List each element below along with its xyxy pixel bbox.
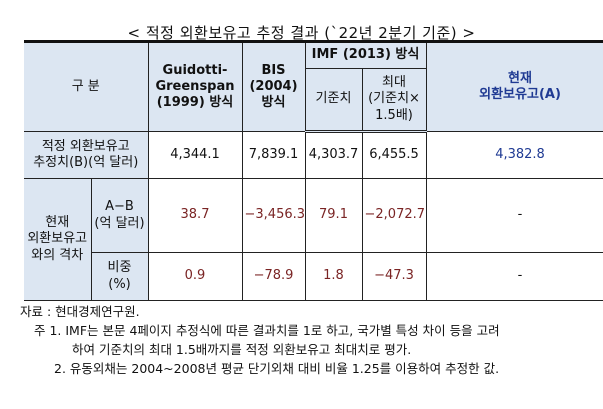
cell-value: 1.8 bbox=[304, 252, 363, 301]
note-2: 2. 유동외채는 2004~2008년 평균 단기외채 대비 비율 1.25를 … bbox=[54, 361, 500, 376]
cell-value: 6,455.5 bbox=[361, 131, 427, 179]
header-imf-max: 최대 (기준치× 1.5배) bbox=[361, 68, 427, 133]
cell-value: 38.7 bbox=[147, 178, 243, 253]
header-category: 구 분 bbox=[24, 41, 149, 132]
table-row-ratio: 비중 (%) 0.9 −78.9 1.8 −47.3 - bbox=[24, 252, 603, 301]
header-imf: IMF (2013) 방식 bbox=[304, 41, 427, 69]
cell-value: 0.9 bbox=[147, 252, 243, 301]
source-note: 자료 : 현대경제연구원. bbox=[20, 304, 140, 319]
cell-value: 4,303.7 bbox=[304, 131, 363, 179]
note-1: 주 1. IMF는 본문 4페이지 추정식에 따른 결과치를 1로 하고, 국가… bbox=[34, 323, 500, 338]
header-guidotti-greenspan: Guidotti- Greenspan (1999) 방식 bbox=[147, 41, 243, 132]
table-title: < 적정 외환보유고 추정 결과 (`22년 2분기 기준) > bbox=[127, 24, 476, 42]
row-label-diff: A−B (억 달러) bbox=[90, 178, 149, 253]
cell-value: - bbox=[425, 178, 603, 253]
cell-value: 79.1 bbox=[304, 178, 363, 253]
cell-value: −2,072.7 bbox=[361, 178, 427, 253]
cell-value: −47.3 bbox=[361, 252, 427, 301]
table-row-estimate: 적정 외환보유고 추정치(B)(억 달러) 4,344.1 7,839.1 4,3… bbox=[24, 131, 603, 179]
header-imf-base: 기준치 bbox=[304, 68, 363, 133]
row-label-ratio: 비중 (%) bbox=[90, 252, 149, 301]
note-1-cont: 하여 기준치의 최대 1.5배까지를 적정 외환보유고 최대치로 평가. bbox=[72, 342, 412, 357]
reserve-estimate-table: 구 분 Guidotti- Greenspan (1999) 방식 BIS (2004… bbox=[24, 40, 603, 301]
cell-value: 4,344.1 bbox=[147, 131, 243, 179]
cell-value: 7,839.1 bbox=[241, 131, 306, 179]
cell-value: −3,456.3 bbox=[241, 178, 306, 253]
footnotes: 자료 : 현대경제연구원. 주 1. IMF는 본문 4페이지 추정식에 따른 … bbox=[20, 302, 500, 378]
table-row-diff: 현재 외환보유고 와의 격차 A−B (억 달러) 38.7 −3,456.3 79.… bbox=[24, 178, 603, 301]
row-label-gap: 현재 외환보유고 와의 격차 bbox=[24, 178, 92, 301]
cell-value: −78.9 bbox=[241, 252, 306, 301]
header-bis: BIS (2004) 방식 bbox=[241, 41, 306, 132]
header-current-reserves: 현재 외환보유고(A) bbox=[425, 41, 603, 132]
cell-value: - bbox=[425, 252, 603, 301]
row-label-estimate: 적정 외환보유고 추정치(B)(억 달러) bbox=[24, 131, 149, 179]
cell-value: 4,382.8 bbox=[425, 131, 603, 179]
